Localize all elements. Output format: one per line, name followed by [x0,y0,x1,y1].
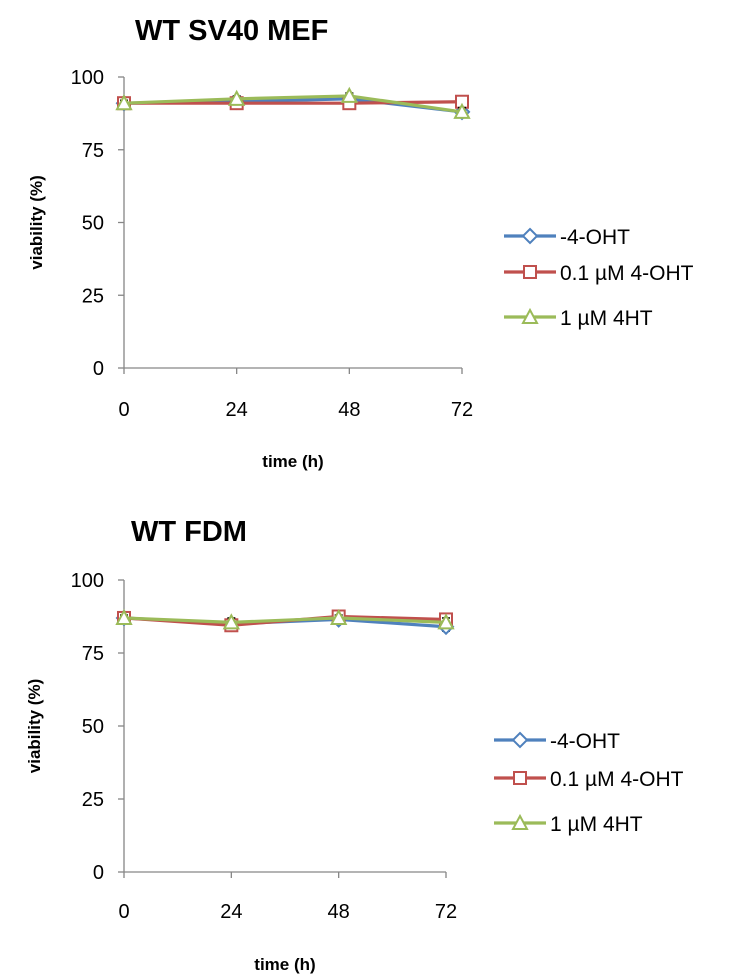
x-tick-label: 72 [435,901,457,923]
data-point [340,86,359,103]
legend-label: 1 µM 4HT [560,307,653,330]
data-point [329,608,348,625]
data-point [437,613,455,630]
x-tick-label: 0 [118,399,129,421]
data-point [227,89,246,106]
data-point [115,94,133,111]
chart-title: WT SV40 MEF [135,15,328,47]
legend-label: -4-OHT [550,730,620,753]
data-point [222,613,241,630]
y-tick-label: 25 [82,789,104,811]
y-tick-label: 75 [82,643,104,665]
x-tick-label: 48 [338,399,360,421]
legend-marker [521,307,539,324]
legend: -4-OHT 0.1 µM 4-OHT 1 µM 4HT [494,730,684,836]
series-3 [115,86,471,119]
y-tick-label: 0 [93,862,104,884]
series-line [123,616,447,624]
chart-1: WT SV40 MEF 0 25 50 75 100 0 24 48 72 time (h) viab… [27,15,694,471]
y-axis-title: viability (%) [25,679,44,773]
legend-marker [513,771,527,785]
x-tick-label: 24 [220,901,242,923]
y-axis-title: viability (%) [27,175,46,269]
x-axis-title: time (h) [262,452,323,471]
legend-marker [511,813,529,830]
y-tick-label: 75 [82,140,104,162]
y-tick-label: 100 [71,67,104,89]
y-tick-label: 100 [71,570,104,592]
legend-marker [521,227,539,245]
legend-label: 1 µM 4HT [550,813,643,836]
x-tick-label: 24 [226,399,248,421]
legend: -4-OHT 0.1 µM 4-OHT 1 µM 4HT [504,226,694,330]
legend-label: 0.1 µM 4-OHT [550,768,684,791]
legend-marker [511,731,529,749]
legend-marker [523,265,537,279]
x-tick-label: 48 [328,901,350,923]
legend-label: -4-OHT [560,226,630,249]
series-3 [115,608,455,630]
x-tick-label: 0 [118,901,129,923]
x-tick-label: 72 [451,399,473,421]
x-axis-title: time (h) [254,955,315,974]
y-tick-label: 0 [93,358,104,380]
y-tick-label: 25 [82,285,104,307]
chart-title: WT FDM [131,516,247,548]
series-line [123,94,463,114]
chart-2: WT FDM 0 25 50 75 100 0 24 48 72 time (h) viability… [25,516,684,974]
data-point [115,608,133,625]
y-tick-label: 50 [82,213,104,235]
data-point [453,102,471,119]
y-tick-label: 50 [82,716,104,738]
legend-label: 0.1 µM 4-OHT [560,262,694,285]
